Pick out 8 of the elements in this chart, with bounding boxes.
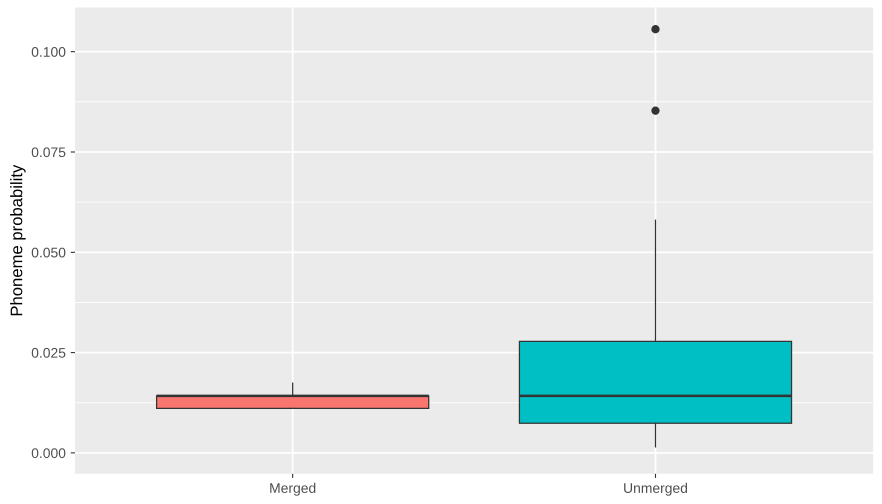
y-tick-label: 0.100 [32,47,66,57]
x-tick-label: Unmerged [624,482,688,496]
y-tick-label: 0.000 [32,448,66,458]
y-tick-label: 0.075 [32,147,66,158]
y-axis-title: Phoneme probability [10,164,26,316]
x-tick-label: Merged [270,482,316,496]
y-tick-label: 0.050 [32,248,66,258]
y-tick-label: 0.025 [32,348,66,358]
